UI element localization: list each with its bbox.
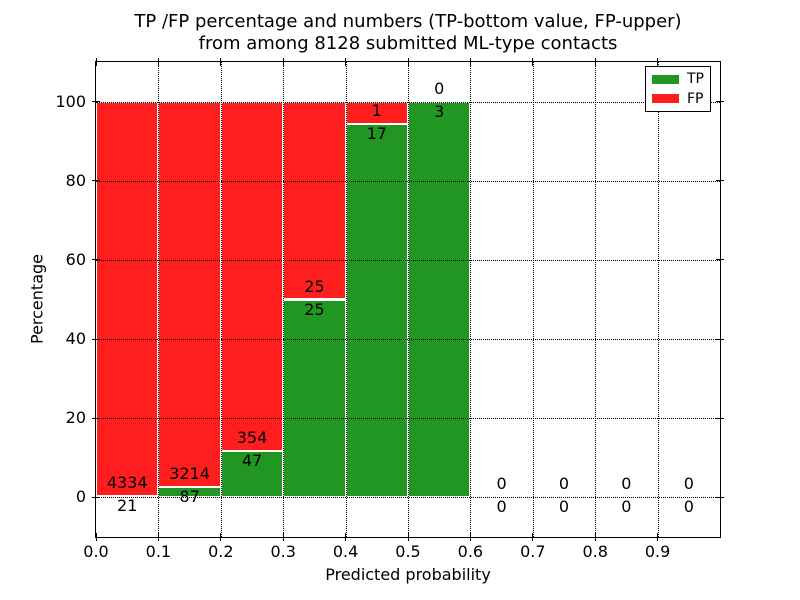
v-gridline — [158, 62, 160, 537]
bar-segment-tp — [283, 299, 346, 498]
x-axis-label: Predicted probability — [325, 565, 491, 584]
chart-title-line1: TP /FP percentage and numbers (TP-bottom… — [134, 11, 682, 32]
v-gridline — [595, 62, 597, 537]
bar-count-label-fp: 4334 — [106, 472, 148, 492]
bar-count-label-fp: 354 — [236, 428, 268, 448]
x-tick-label: 0.7 — [520, 542, 546, 561]
x-tick-label: 0.0 — [83, 542, 109, 561]
y-tick-label: 20 — [65, 408, 86, 428]
x-tick-label: 0.9 — [644, 542, 671, 561]
bar-segment-fp — [96, 101, 159, 496]
x-tick-mark-top — [95, 58, 97, 66]
bar-count-label-fp: 0 — [558, 474, 570, 494]
bar-count-label-tp: 0 — [683, 497, 694, 517]
bar-count-label-fp: 0 — [496, 474, 507, 494]
bar-segment-tp — [408, 101, 471, 498]
bar-count-label-tp: 3 — [434, 101, 445, 121]
y-tick-label: 80 — [65, 170, 86, 190]
y-tick-label: 0 — [75, 487, 86, 507]
x-tick-label: 0.3 — [270, 542, 296, 561]
x-tick-label: 0.4 — [332, 542, 359, 561]
bar-count-label-fp: 25 — [304, 276, 325, 296]
bar-count-label-tp: 87 — [179, 486, 200, 506]
bar-count-label-fp: 0 — [683, 474, 694, 494]
v-gridline — [470, 62, 472, 537]
bar-count-label-tp: 0 — [621, 497, 632, 517]
y-tick-label: 100 — [55, 91, 86, 111]
tp-color-swatch — [652, 74, 679, 84]
x-tick-label: 0.2 — [208, 542, 234, 561]
bar-segment-fp — [283, 101, 346, 300]
x-tick-label: 0.6 — [457, 542, 484, 561]
bar-segment-tp — [345, 123, 408, 498]
bar-count-label-tp: 21 — [117, 495, 138, 515]
v-gridline — [408, 62, 409, 537]
v-gridline — [532, 62, 534, 537]
bar-count-label-tp: 0 — [496, 497, 507, 517]
legend-entry-fp: FP — [646, 92, 710, 106]
bar-count-label-fp: 0 — [621, 474, 632, 494]
bar-segment-tp — [96, 495, 159, 498]
bar-count-label-fp: 3214 — [169, 463, 210, 483]
legend-label-tp: TP — [687, 71, 704, 88]
bar-count-label-tp: 0 — [558, 497, 570, 517]
bar-segment-fp — [220, 101, 284, 452]
chart-title-line2: from among 8128 submitted ML-type contac… — [198, 33, 618, 54]
bar-count-label-tp: 25 — [304, 299, 325, 319]
chart-title: TP /FP percentage and numbers (TP-bottom… — [0, 11, 800, 55]
legend-label-fp: FP — [687, 90, 704, 107]
y-tick-label: 60 — [65, 249, 86, 269]
legend-entry-tp: TP — [646, 72, 710, 86]
bar-count-label-fp: 0 — [434, 78, 445, 98]
v-gridline — [220, 62, 222, 537]
bar-count-label-tp: 47 — [241, 451, 263, 471]
y-tick-label: 40 — [65, 329, 86, 349]
plot-area: 4334 21 3214 87 354 47 25 25 1 17 0 3 0 0 0 0 0 0 0 0 TP FP — [92, 58, 724, 541]
x-tick-mark-bottom — [95, 533, 97, 541]
fp-color-swatch — [652, 94, 679, 104]
v-gridline — [283, 62, 285, 537]
x-tick-label: 0.1 — [145, 542, 172, 561]
x-tick-label: 0.5 — [395, 542, 421, 561]
v-gridline — [657, 62, 659, 537]
bar-count-label-fp: 1 — [371, 100, 382, 120]
v-gridline — [345, 62, 347, 537]
bar-count-label-tp: 17 — [366, 123, 387, 143]
bar-segment-fp — [158, 101, 221, 487]
legend: TP FP — [645, 66, 711, 112]
x-tick-label: 0.8 — [582, 542, 608, 561]
